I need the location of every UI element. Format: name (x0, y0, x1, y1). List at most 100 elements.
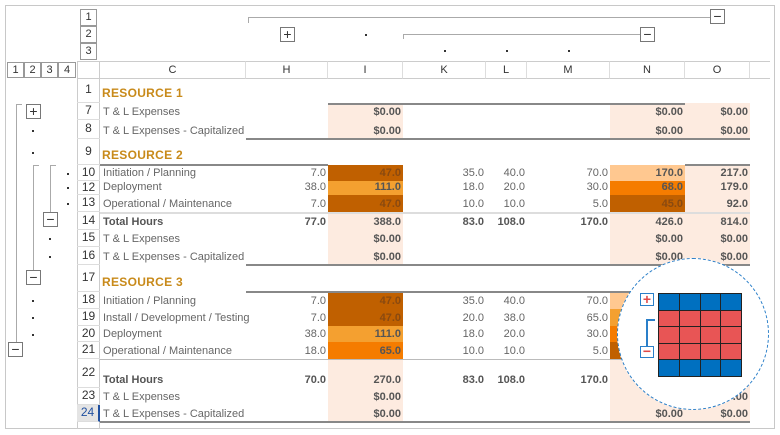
cell-l21[interactable]: 10.0 (503, 345, 525, 357)
row-header-12[interactable]: 12 (77, 181, 100, 195)
row-label[interactable]: Deployment (103, 181, 162, 193)
cell-l19[interactable]: 38.0 (503, 312, 525, 324)
column-header-h[interactable]: H (246, 61, 328, 79)
row-header-14[interactable]: 14 (77, 212, 100, 230)
row-header-8[interactable]: 8 (77, 120, 100, 139)
cell-m19[interactable]: 65.0 (586, 312, 608, 324)
column-header-o[interactable]: O (685, 61, 750, 79)
cell-i10[interactable]: 47.0 (379, 167, 401, 179)
row-header-24[interactable]: 24 (77, 405, 100, 422)
row-outline-level-3-button[interactable]: 3 (41, 62, 58, 78)
column-header-c[interactable]: C (100, 61, 246, 79)
row-header-22[interactable]: 22 (77, 359, 100, 388)
cell-i13[interactable]: 47.0 (379, 198, 401, 210)
cell-i18[interactable]: 47.0 (379, 295, 401, 307)
row-label[interactable]: T & L Expenses (103, 233, 181, 245)
row-outline-level-1-button[interactable]: 1 (7, 62, 24, 78)
row-header-1[interactable]: 1 (77, 78, 100, 103)
cell-h18[interactable]: 7.0 (310, 295, 326, 307)
cell-k21[interactable]: 10.0 (462, 345, 484, 357)
section-title[interactable]: RESOURCE 2 (102, 148, 184, 162)
expand-column-group-button[interactable]: + (280, 27, 295, 42)
cell-h20[interactable]: 38.0 (304, 328, 326, 340)
cell-i16[interactable]: $0.00 (373, 251, 401, 263)
cell-h21[interactable]: 18.0 (304, 345, 326, 357)
cell-i12[interactable]: 111.0 (374, 181, 401, 193)
row-label[interactable]: Initiation / Planning (103, 295, 196, 307)
cell-n12[interactable]: 68.0 (661, 181, 683, 193)
cell-h19[interactable]: 7.0 (310, 312, 326, 324)
cell-n13[interactable]: 45.0 (661, 198, 683, 210)
row-label[interactable]: T & L Expenses (103, 106, 181, 118)
cell-i19[interactable]: 47.0 (379, 312, 401, 324)
cell-o13[interactable]: 92.0 (726, 198, 748, 210)
cell-l14[interactable]: 108.0 (497, 216, 525, 228)
cell-l18[interactable]: 40.0 (503, 295, 525, 307)
collapse-row-subgroup-button[interactable]: − (43, 212, 58, 227)
cell-k22[interactable]: 83.0 (462, 374, 484, 386)
row-header-20[interactable]: 20 (77, 326, 100, 342)
column-header-blank[interactable] (750, 61, 770, 79)
cell-n7[interactable]: $0.00 (655, 106, 683, 118)
row-label[interactable]: T & L Expenses (103, 391, 181, 403)
row-label[interactable]: Install / Development / Testing (103, 312, 250, 324)
row-label[interactable]: T & L Expenses - Capitalized (103, 125, 245, 137)
cell-n8[interactable]: $0.00 (655, 125, 683, 137)
cell-m22[interactable]: 170.0 (580, 374, 608, 386)
cell-o12[interactable]: 179.0 (720, 181, 748, 193)
cell-i8[interactable]: $0.00 (373, 125, 401, 137)
cell-h12[interactable]: 38.0 (304, 181, 326, 193)
row-header-10[interactable]: 10 (77, 165, 100, 181)
cell-k10[interactable]: 35.0 (462, 167, 484, 179)
cell-o10[interactable]: 217.0 (720, 167, 748, 179)
collapse-column-group-button[interactable]: − (710, 9, 725, 24)
row-header-17[interactable]: 17 (77, 265, 100, 292)
section-title[interactable]: RESOURCE 1 (102, 86, 184, 100)
cell-o15[interactable]: $0.00 (720, 233, 748, 245)
cell-l10[interactable]: 40.0 (503, 167, 525, 179)
collapse-row-group-button[interactable]: − (26, 270, 41, 285)
row-header-18[interactable]: 18 (77, 292, 100, 309)
cell-i15[interactable]: $0.00 (373, 233, 401, 245)
cell-i24[interactable]: $0.00 (373, 408, 401, 420)
cell-m12[interactable]: 30.0 (586, 181, 608, 193)
cell-l13[interactable]: 10.0 (503, 198, 525, 210)
cell-i21[interactable]: 65.0 (379, 345, 401, 357)
cell-m20[interactable]: 30.0 (586, 328, 608, 340)
cell-l22[interactable]: 108.0 (497, 374, 525, 386)
cell-n10[interactable]: 170.0 (655, 167, 683, 179)
cell-i14[interactable]: 388.0 (373, 216, 401, 228)
column-header-k[interactable]: K (403, 61, 486, 79)
cell-l12[interactable]: 20.0 (503, 181, 525, 193)
row-header-9[interactable]: 9 (77, 139, 100, 165)
row-label[interactable]: Operational / Maintenance (103, 345, 233, 357)
cell-h22[interactable]: 70.0 (304, 374, 326, 386)
section-title[interactable]: RESOURCE 3 (102, 275, 184, 289)
cell-h10[interactable]: 7.0 (310, 167, 326, 179)
cell-k18[interactable]: 35.0 (462, 295, 484, 307)
row-header-7[interactable]: 7 (77, 103, 100, 120)
cell-k20[interactable]: 18.0 (462, 328, 484, 340)
cell-i22[interactable]: 270.0 (373, 374, 401, 386)
cell-n24[interactable]: $0.00 (655, 408, 683, 420)
row-header-21[interactable]: 21 (77, 342, 100, 359)
row-header-15[interactable]: 15 (77, 230, 100, 247)
row-header-16[interactable]: 16 (77, 247, 100, 265)
row-label[interactable]: Initiation / Planning (103, 167, 196, 179)
cell-m21[interactable]: 5.0 (592, 345, 608, 357)
cell-m13[interactable]: 5.0 (592, 198, 608, 210)
cell-n15[interactable]: $0.00 (655, 233, 683, 245)
expand-row-group-button[interactable]: + (26, 104, 41, 119)
cell-o24[interactable]: $0.00 (720, 408, 748, 420)
cell-k19[interactable]: 20.0 (462, 312, 484, 324)
column-outline-level-1-button[interactable]: 1 (80, 9, 97, 26)
cell-o8[interactable]: $0.00 (720, 125, 748, 137)
cell-k14[interactable]: 83.0 (462, 216, 484, 228)
row-header-23[interactable]: 23 (77, 388, 100, 405)
column-header-m[interactable]: M (527, 61, 610, 79)
row-header-19[interactable]: 19 (77, 309, 100, 326)
collapse-column-subgroup-button[interactable]: − (640, 27, 655, 42)
cell-m14[interactable]: 170.0 (580, 216, 608, 228)
row-label[interactable]: Total Hours (103, 216, 164, 228)
row-label[interactable]: T & L Expenses - Capitalized (103, 408, 245, 420)
